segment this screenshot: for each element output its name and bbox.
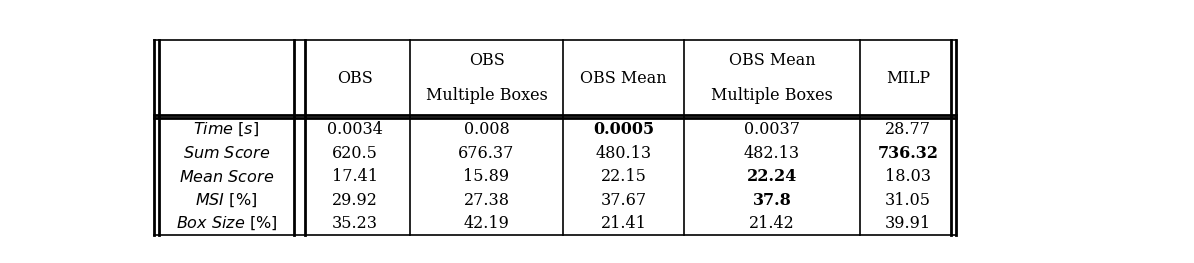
Text: $\mathit{Mean}$ $\mathit{Score}$: $\mathit{Mean}$ $\mathit{Score}$: [179, 169, 275, 185]
Text: 37.67: 37.67: [601, 191, 647, 209]
Text: 480.13: 480.13: [596, 145, 652, 161]
Text: 21.41: 21.41: [601, 215, 646, 232]
Text: 17.41: 17.41: [332, 168, 377, 185]
Text: 42.19: 42.19: [463, 215, 510, 232]
Text: $\mathit{Time}$ $\mathit{[s]}$: $\mathit{Time}$ $\mathit{[s]}$: [193, 121, 259, 138]
Text: $\mathit{MSI}$ $\mathit{[\%]}$: $\mathit{MSI}$ $\mathit{[\%]}$: [196, 191, 258, 209]
Text: Multiple Boxes: Multiple Boxes: [425, 87, 548, 104]
Text: OBS Mean: OBS Mean: [728, 52, 816, 69]
Text: 22.15: 22.15: [601, 168, 646, 185]
Text: 15.89: 15.89: [463, 168, 510, 185]
Text: $\mathit{Sum}$ $\mathit{Score}$: $\mathit{Sum}$ $\mathit{Score}$: [183, 145, 270, 161]
Text: 482.13: 482.13: [744, 145, 800, 161]
Text: 0.0034: 0.0034: [327, 121, 382, 138]
Text: 31.05: 31.05: [885, 191, 931, 209]
Text: 37.8: 37.8: [752, 191, 792, 209]
Text: $\mathit{Box}$ $\mathit{Size}$ $\mathit{[\%]}$: $\mathit{Box}$ $\mathit{Size}$ $\mathit{…: [176, 215, 277, 232]
Text: 736.32: 736.32: [878, 145, 938, 161]
Text: 620.5: 620.5: [332, 145, 377, 161]
Text: 21.42: 21.42: [749, 215, 795, 232]
Text: 0.0037: 0.0037: [744, 121, 800, 138]
Text: 0.0005: 0.0005: [593, 121, 654, 138]
Text: 35.23: 35.23: [332, 215, 377, 232]
Text: 39.91: 39.91: [885, 215, 931, 232]
Text: 676.37: 676.37: [458, 145, 515, 161]
Text: Multiple Boxes: Multiple Boxes: [712, 87, 833, 104]
Text: 29.92: 29.92: [332, 191, 377, 209]
Text: OBS: OBS: [337, 70, 373, 87]
Text: OBS Mean: OBS Mean: [580, 70, 666, 87]
Text: 27.38: 27.38: [463, 191, 510, 209]
Text: 22.24: 22.24: [746, 168, 798, 185]
Text: MILP: MILP: [886, 70, 930, 87]
Text: 28.77: 28.77: [885, 121, 931, 138]
Text: 0.008: 0.008: [463, 121, 510, 138]
Text: 18.03: 18.03: [885, 168, 931, 185]
Text: OBS: OBS: [469, 52, 504, 69]
